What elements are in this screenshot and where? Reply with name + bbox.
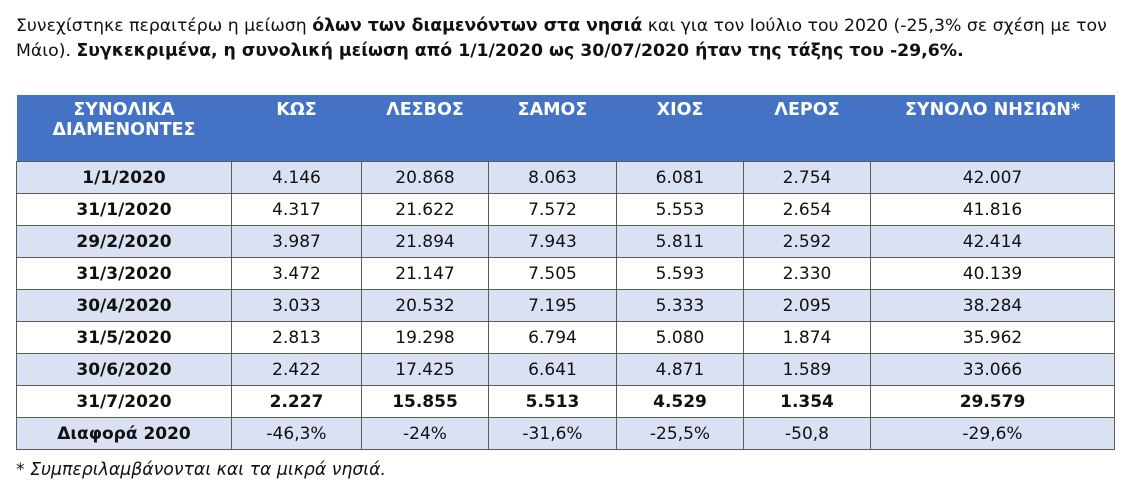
header-leros: ΛΕΡΟΣ <box>743 95 871 162</box>
cell-lesvos: 20.868 <box>361 161 489 194</box>
table-row: 31/1/2020 4.317 21.622 7.572 5.553 2.654… <box>16 193 1115 226</box>
row-date: 29/2/2020 <box>16 225 232 258</box>
cell-lesvos: 17.425 <box>361 353 489 386</box>
cell-chios: 5.811 <box>616 225 744 258</box>
row-date: 30/4/2020 <box>16 289 232 322</box>
cell-leros: 1.589 <box>743 353 871 386</box>
table-row: 29/2/2020 3.987 21.894 7.943 5.811 2.592… <box>16 225 1115 258</box>
cell-samos: 8.063 <box>488 161 617 194</box>
row-date: 1/1/2020 <box>16 161 232 194</box>
cell-samos: 7.943 <box>488 225 617 258</box>
row-date: 30/6/2020 <box>16 353 232 386</box>
cell-chios: -25,5% <box>616 417 744 450</box>
intro-text-2-bold: όλων των διαμενόντων στα νησιά <box>312 16 643 36</box>
intro-text-4-bold: Συγκεκριμένα, η συνολική μείωση από 1/1/… <box>76 41 964 61</box>
cell-total: 35.962 <box>870 321 1115 354</box>
cell-lesvos: -24% <box>361 417 489 450</box>
cell-total: 42.007 <box>870 161 1115 194</box>
row-date: 31/7/2020 <box>16 385 232 418</box>
row-date: 31/5/2020 <box>16 321 232 354</box>
cell-kos: -46,3% <box>231 417 362 450</box>
cell-total: 42.414 <box>870 225 1115 258</box>
cell-samos: 6.794 <box>488 321 617 354</box>
residents-table: ΣΥΝΟΛΙΚΑ ΔΙΑΜΕΝΟΝΤΕΣ ΚΩΣ ΛΕΣΒΟΣ ΣΑΜΟΣ ΧΙ… <box>16 95 1115 450</box>
cell-chios: 5.333 <box>616 289 744 322</box>
cell-chios: 4.871 <box>616 353 744 386</box>
cell-lesvos: 21.622 <box>361 193 489 226</box>
row-difference-label: Διαφορά 2020 <box>16 417 232 450</box>
table-row-latest: 31/7/2020 2.227 15.855 5.513 4.529 1.354… <box>16 385 1115 418</box>
cell-chios: 5.593 <box>616 257 744 290</box>
cell-lesvos: 20.532 <box>361 289 489 322</box>
cell-total: 40.139 <box>870 257 1115 290</box>
cell-total: 41.816 <box>870 193 1115 226</box>
header-islands-total: ΣΥΝΟΛΟ ΝΗΣΙΩΝ* <box>870 95 1115 162</box>
intro-text-1: Συνεχίστηκε περαιτέρω η μείωση <box>16 16 313 36</box>
table-row-difference: Διαφορά 2020 -46,3% -24% -31,6% -25,5% -… <box>16 417 1115 450</box>
cell-leros: 1.354 <box>743 385 871 418</box>
cell-leros: -50,8 <box>743 417 871 450</box>
cell-kos: 2.813 <box>231 321 362 354</box>
table-row: 1/1/2020 4.146 20.868 8.063 6.081 2.754 … <box>16 161 1115 194</box>
cell-leros: 2.330 <box>743 257 871 290</box>
cell-total: -29,6% <box>870 417 1115 450</box>
intro-paragraph: Συνεχίστηκε περαιτέρω η μείωση όλων των … <box>16 14 1124 64</box>
table-header-row: ΣΥΝΟΛΙΚΑ ΔΙΑΜΕΝΟΝΤΕΣ ΚΩΣ ΛΕΣΒΟΣ ΣΑΜΟΣ ΧΙ… <box>16 95 1115 162</box>
footnote: * Συμπεριλαμβάνονται και τα μικρά νησιά. <box>16 460 387 480</box>
cell-chios: 6.081 <box>616 161 744 194</box>
cell-kos: 3.472 <box>231 257 362 290</box>
cell-leros: 2.654 <box>743 193 871 226</box>
table-row: 30/6/2020 2.422 17.425 6.641 4.871 1.589… <box>16 353 1115 386</box>
header-chios: ΧΙΟΣ <box>616 95 744 162</box>
cell-samos: 6.641 <box>488 353 617 386</box>
cell-samos: 7.195 <box>488 289 617 322</box>
intro-text-3: και για τον Ιούλιο του 2020 (-25,3% σε σ… <box>16 16 1107 61</box>
header-lesvos: ΛΕΣΒΟΣ <box>361 95 489 162</box>
cell-kos: 3.987 <box>231 225 362 258</box>
cell-kos: 3.033 <box>231 289 362 322</box>
cell-lesvos: 15.855 <box>361 385 489 418</box>
header-kos: ΚΩΣ <box>231 95 362 162</box>
cell-leros: 2.754 <box>743 161 871 194</box>
cell-chios: 5.080 <box>616 321 744 354</box>
cell-kos: 2.422 <box>231 353 362 386</box>
cell-samos: 7.505 <box>488 257 617 290</box>
row-date: 31/3/2020 <box>16 257 232 290</box>
table-row: 31/5/2020 2.813 19.298 6.794 5.080 1.874… <box>16 321 1115 354</box>
cell-samos: -31,6% <box>488 417 617 450</box>
header-samos: ΣΑΜΟΣ <box>488 95 617 162</box>
cell-lesvos: 21.147 <box>361 257 489 290</box>
cell-leros: 2.095 <box>743 289 871 322</box>
cell-leros: 1.874 <box>743 321 871 354</box>
cell-lesvos: 19.298 <box>361 321 489 354</box>
cell-samos: 5.513 <box>488 385 617 418</box>
cell-lesvos: 21.894 <box>361 225 489 258</box>
cell-total: 29.579 <box>870 385 1115 418</box>
cell-chios: 5.553 <box>616 193 744 226</box>
cell-total: 33.066 <box>870 353 1115 386</box>
cell-kos: 2.227 <box>231 385 362 418</box>
row-date: 31/1/2020 <box>16 193 232 226</box>
header-total-residents: ΣΥΝΟΛΙΚΑ ΔΙΑΜΕΝΟΝΤΕΣ <box>16 95 232 162</box>
table-row: 30/4/2020 3.033 20.532 7.195 5.333 2.095… <box>16 289 1115 322</box>
table-row: 31/3/2020 3.472 21.147 7.505 5.593 2.330… <box>16 257 1115 290</box>
cell-samos: 7.572 <box>488 193 617 226</box>
cell-leros: 2.592 <box>743 225 871 258</box>
cell-kos: 4.146 <box>231 161 362 194</box>
cell-kos: 4.317 <box>231 193 362 226</box>
cell-total: 38.284 <box>870 289 1115 322</box>
cell-chios: 4.529 <box>616 385 744 418</box>
